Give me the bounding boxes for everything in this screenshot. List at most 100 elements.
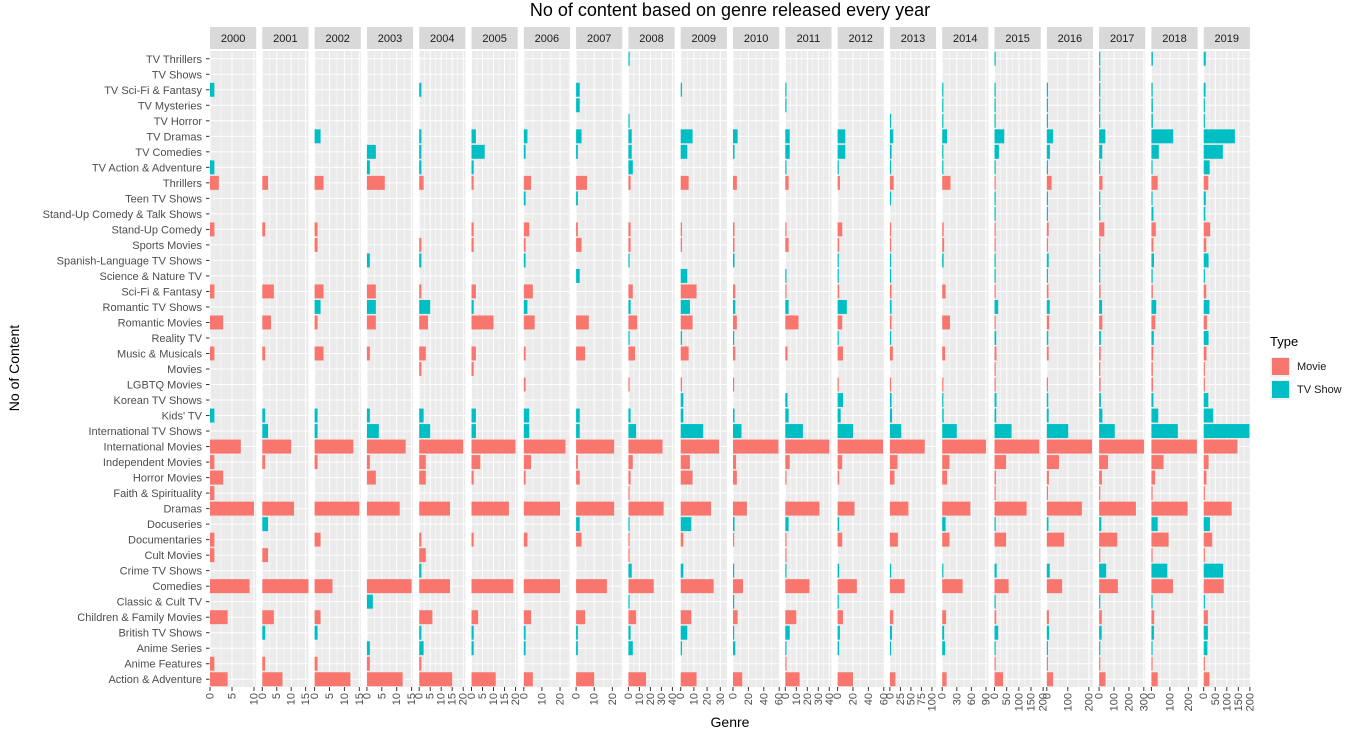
bar <box>1099 315 1103 330</box>
bar <box>733 377 735 392</box>
bar <box>419 82 422 97</box>
bar <box>994 672 1004 687</box>
bar <box>1099 610 1102 625</box>
y-tick-label: Action & Adventure <box>108 674 202 686</box>
y-tick-label: Comedies <box>152 581 202 593</box>
bar <box>785 656 787 671</box>
bar <box>1203 672 1210 687</box>
bar <box>994 315 996 330</box>
bar <box>1203 532 1213 547</box>
bar <box>889 424 902 439</box>
x-tick-label: 0 <box>1094 693 1106 699</box>
legend-swatch-tv-show <box>1271 381 1289 398</box>
bar <box>942 160 944 175</box>
bar <box>994 330 997 345</box>
bar <box>419 129 422 144</box>
bar <box>1046 455 1059 470</box>
bar <box>785 315 799 330</box>
bar <box>837 315 843 330</box>
bar <box>210 501 254 516</box>
bar <box>942 129 948 144</box>
x-tick-label: 150 <box>1025 693 1037 711</box>
bar <box>419 548 426 563</box>
x-tick-label: 40 <box>667 693 679 705</box>
facet-label: 2009 <box>692 33 716 45</box>
bar <box>733 672 743 687</box>
bar <box>785 625 790 640</box>
bar <box>628 455 633 470</box>
x-tick-label: 0 <box>780 693 792 699</box>
bar <box>1151 98 1153 113</box>
bar <box>523 579 561 594</box>
bar <box>523 129 528 144</box>
x-tick-label: 10 <box>536 693 548 705</box>
bar <box>994 144 999 159</box>
bar <box>1046 641 1048 656</box>
x-tick-label: 40 <box>824 693 836 705</box>
bar <box>837 424 853 439</box>
bar <box>994 113 996 128</box>
bar <box>837 284 840 299</box>
bar <box>523 253 526 268</box>
bar <box>889 299 892 314</box>
bar <box>1151 656 1153 671</box>
y-tick-label: Kids' TV <box>162 411 203 423</box>
bar <box>314 656 318 671</box>
bar <box>837 563 840 578</box>
bar <box>785 144 790 159</box>
bar <box>994 377 996 392</box>
bar <box>1203 237 1207 252</box>
bar <box>680 563 684 578</box>
bar <box>1203 330 1209 345</box>
bar <box>1151 113 1153 128</box>
bar <box>262 501 295 516</box>
bar <box>785 563 787 578</box>
x-tick-label: 10 <box>391 693 403 705</box>
x-tick-label: 5 <box>425 693 437 699</box>
bar <box>471 362 474 376</box>
bar <box>785 470 787 485</box>
bar <box>210 82 215 97</box>
bar <box>942 222 944 237</box>
bar <box>576 222 578 237</box>
facet-label: 2003 <box>378 33 402 45</box>
bar <box>628 625 631 640</box>
x-tick-label: 10 <box>249 693 261 705</box>
facet-label: 2012 <box>848 33 872 45</box>
x-tick-label: 300 <box>1138 693 1150 711</box>
bar <box>419 610 433 625</box>
x-tick-label: 0 <box>571 693 583 699</box>
legend-item-tv-show: TV Show <box>1270 378 1342 401</box>
bar <box>1151 501 1188 516</box>
bar <box>366 175 385 190</box>
bar <box>1151 455 1164 470</box>
y-tick-label: Thrillers <box>163 178 203 190</box>
bar <box>523 284 533 299</box>
bar <box>994 470 996 485</box>
x-tick-label: 10 <box>589 693 601 705</box>
bar <box>576 579 607 594</box>
bar <box>1099 439 1144 454</box>
x-tick-label: 0 <box>1041 693 1053 699</box>
bar <box>1099 268 1101 283</box>
bar <box>576 129 582 144</box>
bar <box>210 315 224 330</box>
x-tick-label: 5 <box>227 693 239 699</box>
bar <box>994 346 997 361</box>
bar <box>889 237 892 252</box>
bar <box>1099 222 1105 237</box>
bar <box>366 144 376 159</box>
x-tick-label: 30 <box>715 693 727 705</box>
bar <box>523 315 535 330</box>
x-tick-label: 10 <box>688 693 700 705</box>
x-tick-label: 15 <box>354 693 366 705</box>
bar <box>628 377 630 392</box>
bar <box>1203 563 1224 578</box>
y-tick-label: TV Action & Adventure <box>92 162 202 174</box>
bar <box>471 346 476 361</box>
facet-strip <box>419 27 466 49</box>
bar <box>576 315 589 330</box>
bar <box>680 284 697 299</box>
bar <box>419 579 450 594</box>
bar <box>1099 191 1101 206</box>
